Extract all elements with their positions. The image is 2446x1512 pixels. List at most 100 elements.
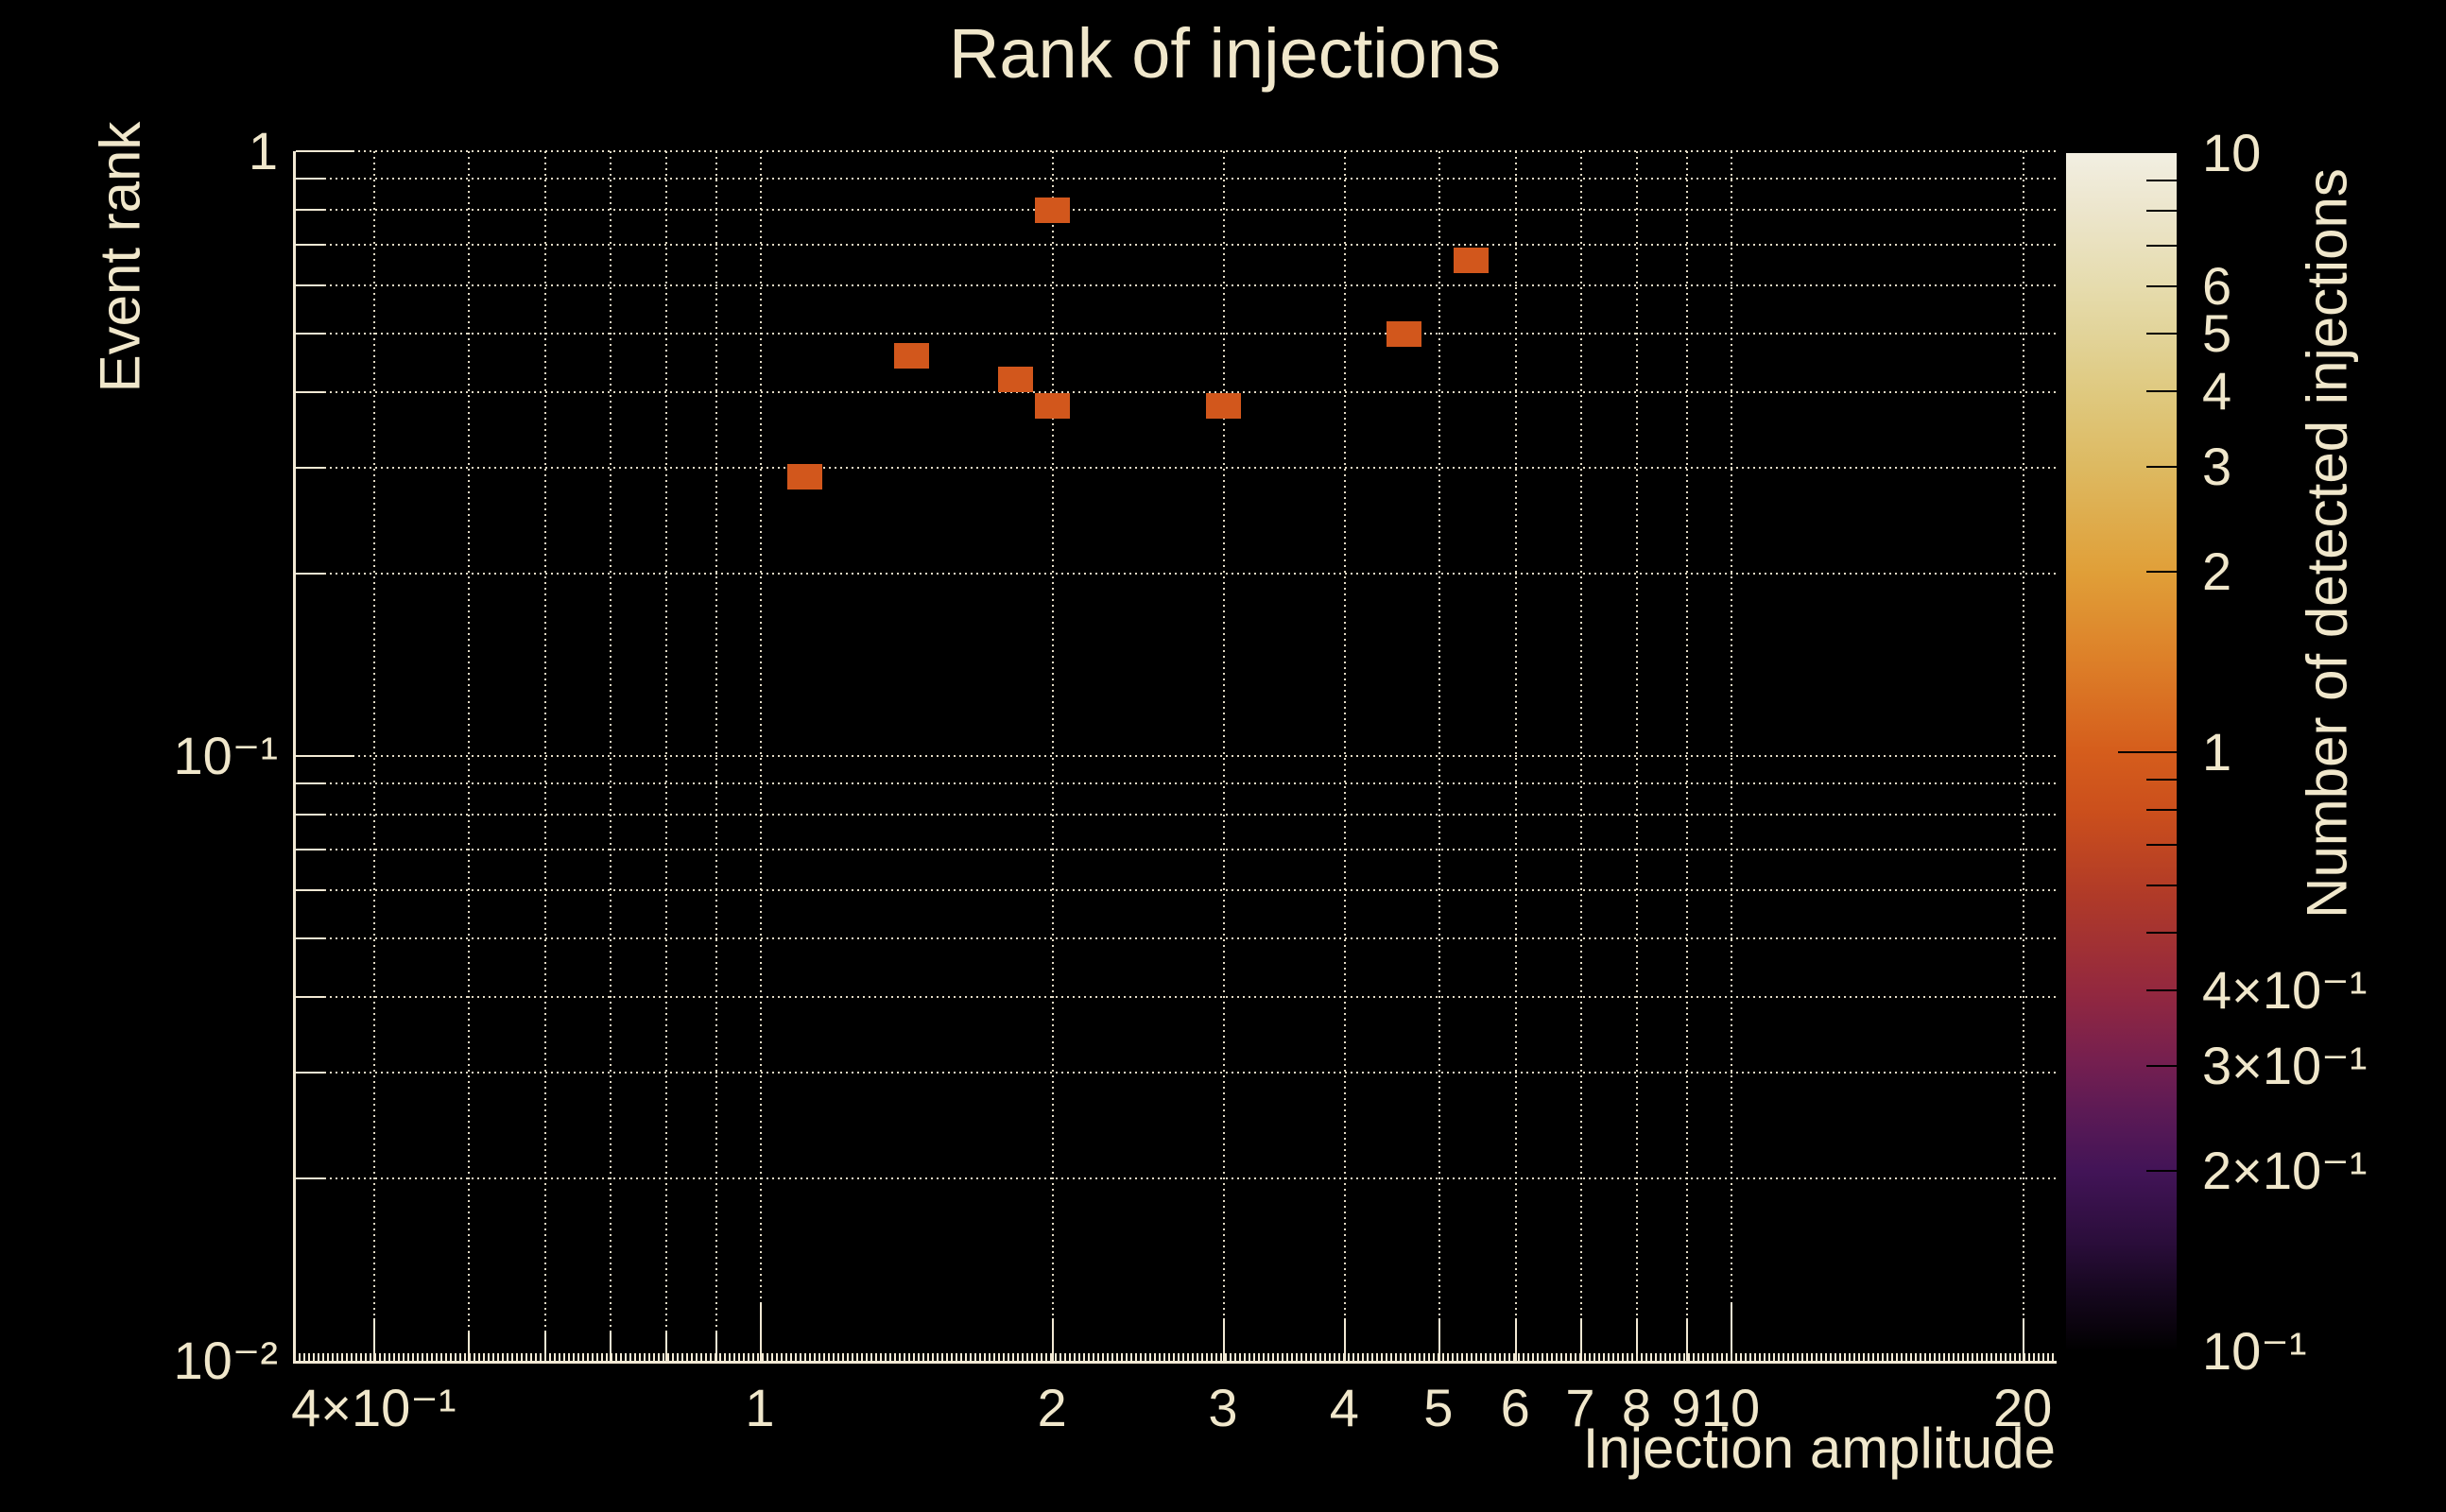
- y-axis-tick: [296, 209, 324, 212]
- colorbar-minor-tick: [2146, 931, 2177, 934]
- colorbar-tick-label: 3: [2202, 436, 2232, 496]
- x-tick-label: 7: [1565, 1378, 1595, 1437]
- colorbar-minor-tick: [2146, 844, 2177, 847]
- y-axis-tick: [296, 573, 324, 576]
- colorbar-minor-tick: [2146, 245, 2177, 248]
- colorbar-minor-tick: [2146, 884, 2177, 886]
- x-axis-tick: [1686, 1318, 1688, 1361]
- gridline-horizontal: [296, 995, 2057, 998]
- x-axis-tick: [1636, 1318, 1639, 1361]
- x-tick-label: 5: [1423, 1378, 1454, 1437]
- gridline-horizontal: [296, 209, 2057, 212]
- x-tick-label: 6: [1500, 1378, 1530, 1437]
- x-axis-tick: [760, 1302, 762, 1361]
- gridline-horizontal: [296, 888, 2057, 891]
- gridline-vertical: [1052, 151, 1055, 1361]
- x-axis-tick: [467, 1332, 470, 1361]
- gridline-horizontal: [296, 849, 2057, 851]
- y-axis-tick: [296, 849, 324, 851]
- gridline-vertical: [1731, 151, 1732, 1361]
- y-axis-tick: [296, 332, 324, 335]
- x-axis-tick: [715, 1332, 717, 1361]
- y-axis-tick: [296, 466, 324, 469]
- gridline-vertical: [467, 151, 470, 1361]
- gridline-horizontal: [296, 1177, 2057, 1180]
- colorbar-minor-tick: [2146, 809, 2177, 812]
- gridline-vertical: [1438, 151, 1440, 1361]
- y-axis-tick: [296, 150, 354, 152]
- gridline-vertical: [1344, 151, 1347, 1361]
- x-axis-title: Injection amplitude: [1582, 1417, 2056, 1480]
- gridline-horizontal: [296, 814, 2057, 816]
- x-axis-tick: [1052, 1318, 1055, 1361]
- gridline-vertical: [715, 151, 717, 1361]
- colorbar-tick-label: 10: [2202, 123, 2262, 182]
- y-axis-tick: [296, 995, 324, 998]
- data-point: [786, 464, 822, 490]
- colorbar-tick-label: 6: [2202, 255, 2232, 316]
- gridline-vertical: [1636, 151, 1639, 1361]
- colorbar-minor-tick: [2146, 1064, 2177, 1067]
- y-tick-label: 1: [248, 121, 278, 180]
- colorbar-minor-tick: [2146, 390, 2177, 393]
- colorbar-minor-tick: [2146, 332, 2177, 335]
- gridline-horizontal: [296, 466, 2057, 469]
- chart-title: Rank of injections: [948, 14, 1502, 93]
- y-axis-tick: [296, 888, 324, 891]
- y-axis-tick: [296, 244, 324, 247]
- y-tick-label: 10⁻²: [173, 1331, 279, 1390]
- x-tick-label: 4: [1329, 1378, 1359, 1437]
- colorbar-tick-label: 4: [2202, 361, 2232, 421]
- x-axis-tick: [1344, 1318, 1347, 1361]
- x-tick-label: 9: [1671, 1378, 1701, 1437]
- x-axis-minor-tick-comb: [294, 1353, 2054, 1361]
- x-tick-label: 3: [1208, 1378, 1238, 1437]
- colorbar-tick-label: 2×10⁻¹: [2202, 1141, 2368, 1201]
- gridline-vertical: [1579, 151, 1582, 1361]
- colorbar-title: Number of detected injections: [2295, 168, 2359, 919]
- colorbar-tick-label: 1: [2202, 722, 2232, 782]
- y-axis-tick: [296, 936, 324, 939]
- colorbar-minor-tick: [2146, 989, 2177, 992]
- x-tick-label: 2: [1037, 1378, 1067, 1437]
- data-point: [1035, 392, 1071, 419]
- colorbar-minor-tick: [2146, 180, 2177, 181]
- x-axis-tick: [1515, 1318, 1518, 1361]
- gridline-vertical: [544, 151, 547, 1361]
- gridline-vertical: [665, 151, 668, 1361]
- y-axis-tick: [296, 755, 354, 757]
- gridline-horizontal: [296, 150, 2057, 152]
- gridline-horizontal: [296, 284, 2057, 286]
- gridline-horizontal: [296, 244, 2057, 247]
- colorbar-minor-tick: [2146, 1170, 2177, 1173]
- y-axis-tick: [296, 1177, 324, 1180]
- y-axis-title: Event rank: [88, 121, 152, 393]
- gridline-horizontal: [296, 332, 2057, 335]
- x-tick-label: 4×10⁻¹: [291, 1378, 456, 1437]
- colorbar-tick-label: 3×10⁻¹: [2202, 1035, 2368, 1095]
- gridline-vertical: [2023, 151, 2025, 1361]
- gridline-vertical: [373, 151, 376, 1361]
- x-axis-tick: [2023, 1318, 2025, 1361]
- x-axis-tick: [1223, 1318, 1225, 1361]
- data-point: [1386, 320, 1421, 347]
- y-axis-tick: [296, 284, 324, 286]
- gridline-vertical: [1223, 151, 1225, 1361]
- y-axis-tick: [296, 178, 324, 180]
- gridline-horizontal: [296, 573, 2057, 576]
- data-point: [893, 342, 929, 369]
- gridline-horizontal: [296, 936, 2057, 939]
- x-tick-label: 20: [1993, 1378, 2053, 1437]
- colorbar-tick-label: 10⁻¹: [2202, 1321, 2307, 1381]
- plot-area: [293, 150, 2057, 1364]
- colorbar-tick-label: 4×10⁻¹: [2202, 960, 2368, 1021]
- gridline-horizontal: [296, 178, 2057, 180]
- x-tick-label: 1: [745, 1378, 775, 1437]
- data-point: [1454, 248, 1490, 274]
- colorbar-minor-tick: [2146, 465, 2177, 468]
- x-tick-label: 8: [1621, 1378, 1652, 1437]
- x-axis-tick: [373, 1318, 376, 1361]
- gridline-horizontal: [296, 755, 2057, 757]
- colorbar-minor-tick: [2146, 210, 2177, 213]
